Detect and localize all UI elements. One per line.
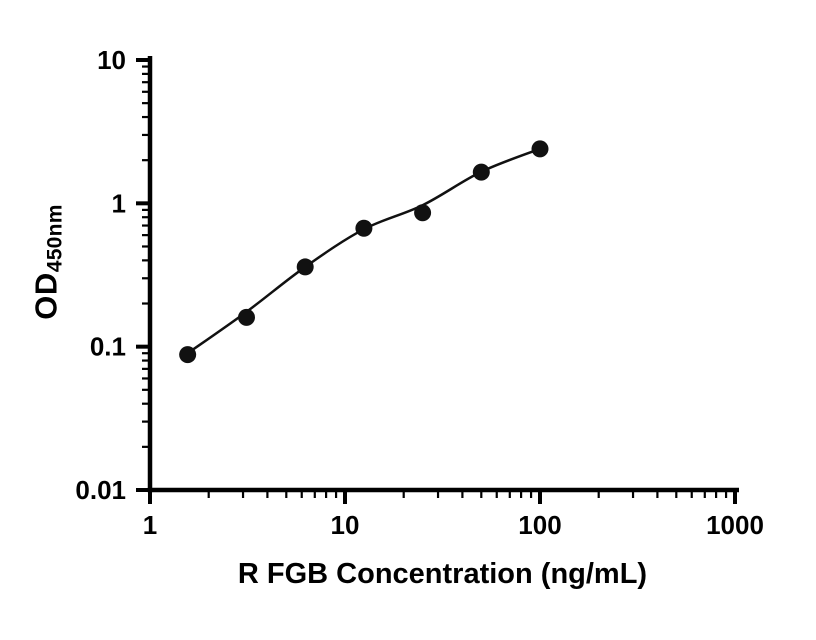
data-point bbox=[296, 258, 314, 276]
data-point bbox=[355, 219, 373, 237]
data-point bbox=[237, 308, 255, 326]
x-tick-label: 1000 bbox=[706, 510, 764, 540]
y-tick-label: 1 bbox=[112, 188, 126, 218]
y-tick-label: 10 bbox=[97, 45, 126, 75]
y-tick-label: 0.1 bbox=[90, 332, 126, 362]
data-point bbox=[472, 163, 490, 181]
x-tick-label: 10 bbox=[331, 510, 360, 540]
x-tick-label: 100 bbox=[518, 510, 561, 540]
data-point bbox=[414, 204, 432, 222]
x-tick-label: 1 bbox=[143, 510, 157, 540]
x-axis-title: R FGB Concentration (ng/mL) bbox=[237, 558, 648, 590]
y-tick-label: 0.01 bbox=[75, 475, 126, 505]
data-point bbox=[179, 346, 197, 364]
y-axis-title-sub: 450nm bbox=[43, 204, 67, 273]
y-axis-title: OD450nm bbox=[29, 204, 68, 320]
y-axis-title-main: OD bbox=[28, 272, 64, 320]
data-point bbox=[531, 140, 549, 158]
